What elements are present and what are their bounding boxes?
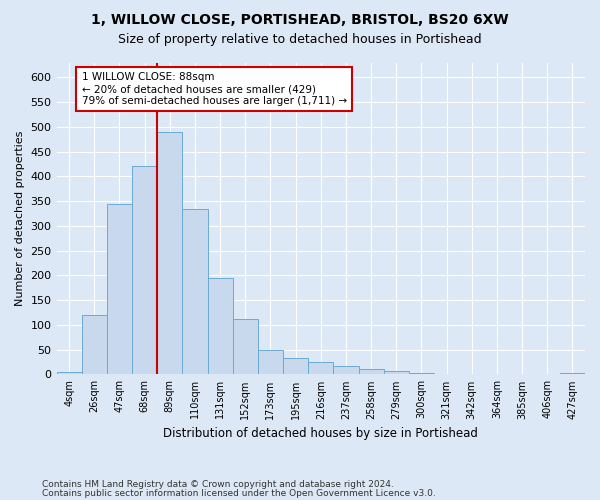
Bar: [107, 204, 132, 374]
Bar: [208, 278, 233, 374]
Bar: [383, 371, 409, 374]
Bar: [233, 319, 258, 374]
Bar: [132, 166, 157, 374]
Bar: [258, 350, 283, 374]
Bar: [283, 358, 308, 374]
Text: Contains public sector information licensed under the Open Government Licence v3: Contains public sector information licen…: [42, 489, 436, 498]
Text: 1 WILLOW CLOSE: 88sqm
← 20% of detached houses are smaller (429)
79% of semi-det: 1 WILLOW CLOSE: 88sqm ← 20% of detached …: [82, 72, 347, 106]
Bar: [157, 132, 182, 374]
Text: Contains HM Land Registry data © Crown copyright and database right 2024.: Contains HM Land Registry data © Crown c…: [42, 480, 394, 489]
Bar: [308, 362, 334, 374]
Bar: [359, 370, 383, 374]
Y-axis label: Number of detached properties: Number of detached properties: [15, 131, 25, 306]
X-axis label: Distribution of detached houses by size in Portishead: Distribution of detached houses by size …: [163, 427, 478, 440]
Bar: [182, 208, 208, 374]
Text: 1, WILLOW CLOSE, PORTISHEAD, BRISTOL, BS20 6XW: 1, WILLOW CLOSE, PORTISHEAD, BRISTOL, BS…: [91, 12, 509, 26]
Bar: [334, 366, 359, 374]
Bar: [82, 315, 107, 374]
Bar: [56, 372, 82, 374]
Text: Size of property relative to detached houses in Portishead: Size of property relative to detached ho…: [118, 32, 482, 46]
